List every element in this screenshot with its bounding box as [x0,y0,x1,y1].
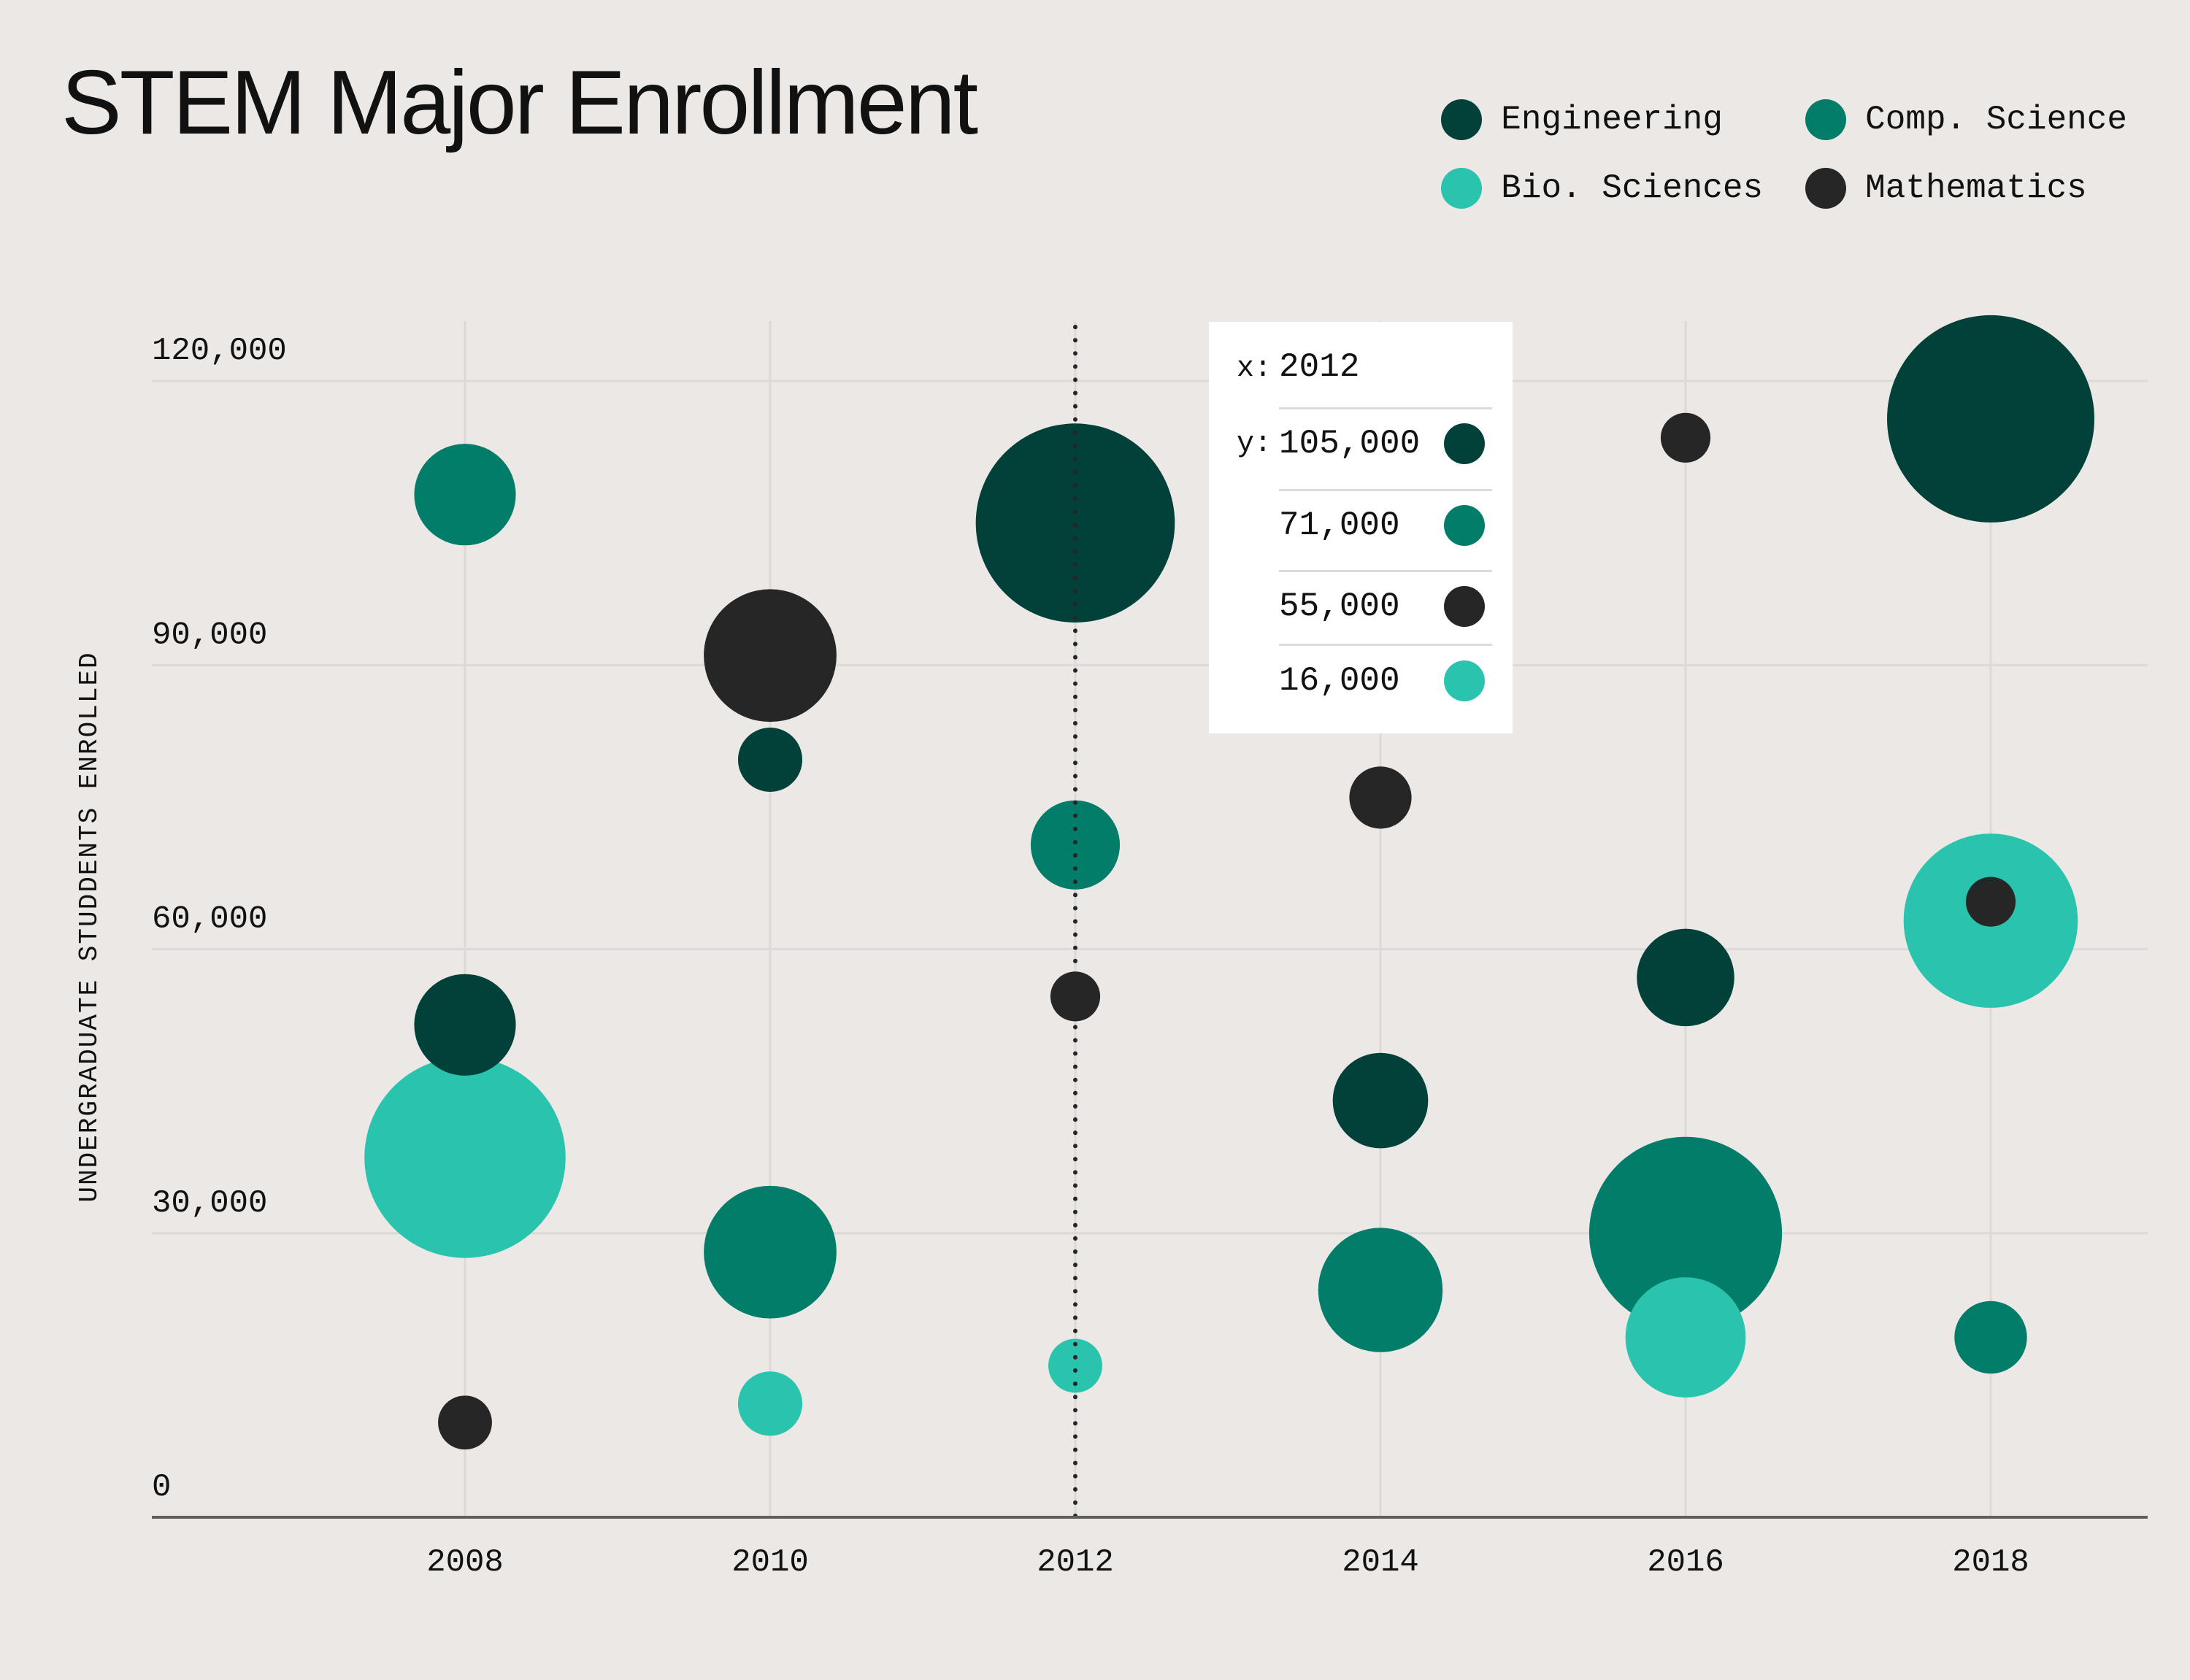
legend-item-comp-science[interactable]: Comp. Science [1805,99,2127,140]
tooltip-value: 105,000 [1279,425,1421,463]
y-tick-label: 30,000 [152,1185,267,1222]
bubble-bio-sciences[interactable] [1048,1338,1102,1393]
tooltip-value: 71,000 [1279,506,1400,544]
tooltip-divider [1279,570,1492,572]
series-dot-icon [1444,586,1485,627]
y-axis-ticks: 0 30,000 60,000 90,000 120,000 [152,333,287,1506]
x-tick-label: 2014 [1342,1544,1419,1581]
bubble-comp-science[interactable] [704,1185,837,1319]
bubble-comp-science[interactable] [1588,1136,1783,1330]
tooltip-x-value: 2012 [1279,348,1360,386]
x-tick-label: 2010 [731,1544,809,1581]
legend-label: Engineering [1501,101,1723,139]
legend-swatch-icon [1805,168,1847,209]
tooltip-row: y: 105,000 [1237,404,1485,484]
bubble-comp-science[interactable] [1318,1228,1443,1352]
bubble-engineering[interactable] [1637,928,1734,1027]
tooltip-x: x: 2012 [1237,348,1359,386]
legend-label: Mathematics [1865,169,2087,207]
bubble-comp-science[interactable] [1030,800,1121,890]
tooltip-row: 71,000 [1237,485,1485,566]
tooltip-value: 16,000 [1279,662,1400,700]
bubble-comp-science[interactable] [1954,1301,2027,1374]
bubble-mathematics[interactable] [1660,412,1711,463]
tooltip-divider [1279,407,1492,409]
bubble-engineering[interactable] [414,974,516,1076]
x-tick-label: 2008 [426,1544,504,1581]
bubble-mathematics[interactable] [1050,971,1101,1022]
legend-item-bio-sciences[interactable]: Bio. Sciences [1441,168,1763,209]
tooltip-row: 16,000 [1237,641,1485,721]
bubble-mathematics[interactable] [1965,876,2016,927]
tooltip-value: 55,000 [1279,587,1400,625]
bubble-engineering[interactable] [737,727,803,793]
bubble-mathematics[interactable] [1349,766,1412,829]
chart-title: STEM Major Enrollment [61,53,978,153]
bubble-mathematics[interactable] [438,1395,492,1450]
tooltip: x: 2012 y: 105,000 71,000 55,000 16,000 [1209,322,1513,733]
y-tick-label: 0 [152,1469,171,1506]
series-dot-icon [1444,505,1485,546]
legend-swatch-icon [1441,168,1483,209]
legend-item-mathematics[interactable]: Mathematics [1805,168,2087,209]
legend-item-engineering[interactable]: Engineering [1441,99,1723,140]
bubble-bio-sciences[interactable] [737,1371,803,1436]
x-tick-label: 2018 [1952,1544,2029,1581]
y-axis-label: UNDERGRADUATE STUDDENTS ENROLLED [74,651,104,1202]
y-tick-label: 60,000 [152,901,267,938]
legend-swatch-icon [1805,99,1847,140]
series-dot-icon [1444,423,1485,464]
bubble-bio-sciences[interactable] [364,1057,566,1258]
x-axis-ticks: 2008 2010 2012 2014 2016 2018 [426,1544,2029,1581]
x-tick-label: 2016 [1647,1544,1724,1581]
bubble-engineering[interactable] [1332,1052,1429,1149]
legend-swatch-icon [1441,99,1483,140]
legend: Engineering Comp. Science Bio. Sciences … [1441,99,2127,209]
x-tick-label: 2012 [1037,1544,1114,1581]
tooltip-row: 55,000 [1237,566,1485,647]
tooltip-x-label: x: [1237,352,1272,385]
bubble-bio-sciences[interactable] [1625,1277,1746,1398]
bubble-mathematics[interactable] [704,589,837,723]
tooltip-divider [1279,644,1492,646]
legend-label: Comp. Science [1865,101,2127,139]
legend-label: Bio. Sciences [1501,169,1764,207]
series-dot-icon [1444,660,1485,701]
bubbles [364,315,2094,1450]
bubble-engineering[interactable] [1887,315,2094,523]
y-tick-label: 90,000 [152,617,267,653]
tooltip-divider [1279,489,1492,491]
y-tick-label: 120,000 [152,333,287,369]
tooltip-y-label: y: [1237,427,1272,461]
bubble-comp-science[interactable] [414,444,516,546]
